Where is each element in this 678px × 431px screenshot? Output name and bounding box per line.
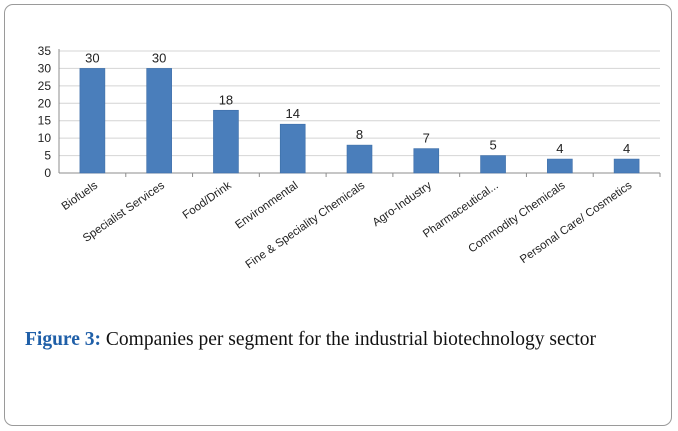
- y-tick-label: 35: [38, 44, 52, 58]
- bar: [413, 148, 440, 174]
- data-label: 5: [489, 138, 496, 153]
- y-tick-label: 5: [44, 149, 51, 163]
- y-tick-label: 30: [38, 61, 52, 75]
- figure-caption: Figure 3: Companies per segment for the …: [25, 324, 660, 355]
- data-label: 14: [285, 106, 299, 121]
- y-tick-label: 10: [38, 131, 52, 145]
- x-tick-label: Environmental: [233, 180, 300, 232]
- y-tick-label: 20: [38, 96, 52, 110]
- chart-container: 0 5 10 15 20 25 30 35 30 Biofuels 30 Specialist Ser…: [13, 15, 668, 313]
- data-label: 18: [219, 92, 233, 107]
- data-label: 8: [356, 127, 363, 142]
- bar: [613, 158, 640, 174]
- data-label: 4: [623, 141, 630, 156]
- data-label: 30: [85, 50, 99, 65]
- data-label: 30: [152, 50, 166, 65]
- y-tick-label: 15: [38, 114, 52, 128]
- bar: [480, 155, 506, 174]
- bar: [547, 158, 573, 174]
- x-tick-label: Food/Drink: [181, 179, 234, 221]
- caption-label: Figure 3:: [25, 329, 102, 350]
- x-tick-label: Agro-Industry: [371, 179, 435, 229]
- bar: [346, 144, 373, 174]
- y-tick-label: 25: [38, 79, 52, 93]
- bar: [146, 68, 172, 174]
- data-label: 7: [423, 131, 430, 146]
- x-tick-label: Biofuels: [60, 179, 101, 212]
- caption-text: Companies per segment for the industrial…: [101, 329, 596, 350]
- figure-frame: 0 5 10 15 20 25 30 35 30 Biofuels 30 Specialist Ser…: [4, 4, 672, 426]
- data-label: 4: [556, 141, 563, 156]
- x-tick-label: Fine & Speciality Chemicals: [244, 179, 368, 271]
- y-tick-label: 0: [44, 166, 51, 180]
- bar: [279, 123, 306, 174]
- bar: [79, 68, 106, 174]
- x-tick-label: Personal Care/ Cosmetics: [518, 179, 635, 266]
- bar: [213, 109, 239, 174]
